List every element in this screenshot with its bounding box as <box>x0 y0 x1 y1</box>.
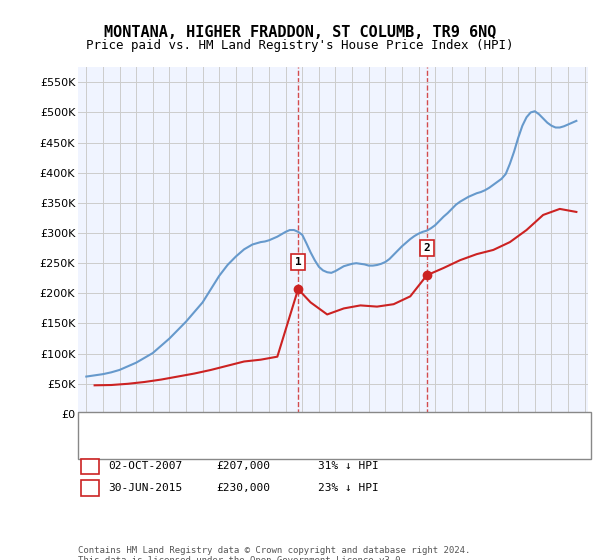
Text: Price paid vs. HM Land Registry's House Price Index (HPI): Price paid vs. HM Land Registry's House … <box>86 39 514 52</box>
Text: £230,000: £230,000 <box>216 483 270 493</box>
Text: 23% ↓ HPI: 23% ↓ HPI <box>318 483 379 493</box>
Text: MONTANA, HIGHER FRADDON, ST COLUMB, TR9 6NQ (detached house): MONTANA, HIGHER FRADDON, ST COLUMB, TR9 … <box>117 417 492 427</box>
Text: ───: ─── <box>90 415 120 428</box>
Text: 30-JUN-2015: 30-JUN-2015 <box>108 483 182 493</box>
Text: 2: 2 <box>424 243 430 253</box>
Text: ───: ─── <box>90 436 120 449</box>
Text: Contains HM Land Registry data © Crown copyright and database right 2024.
This d: Contains HM Land Registry data © Crown c… <box>78 546 470 560</box>
Text: 2: 2 <box>86 483 94 493</box>
Text: HPI: Average price, detached house, Cornwall: HPI: Average price, detached house, Corn… <box>117 437 392 447</box>
Text: 31% ↓ HPI: 31% ↓ HPI <box>318 461 379 472</box>
Text: £207,000: £207,000 <box>216 461 270 472</box>
Text: 1: 1 <box>86 461 94 472</box>
Text: 1: 1 <box>295 257 301 267</box>
Text: 02-OCT-2007: 02-OCT-2007 <box>108 461 182 472</box>
Text: MONTANA, HIGHER FRADDON, ST COLUMB, TR9 6NQ: MONTANA, HIGHER FRADDON, ST COLUMB, TR9 … <box>104 25 496 40</box>
